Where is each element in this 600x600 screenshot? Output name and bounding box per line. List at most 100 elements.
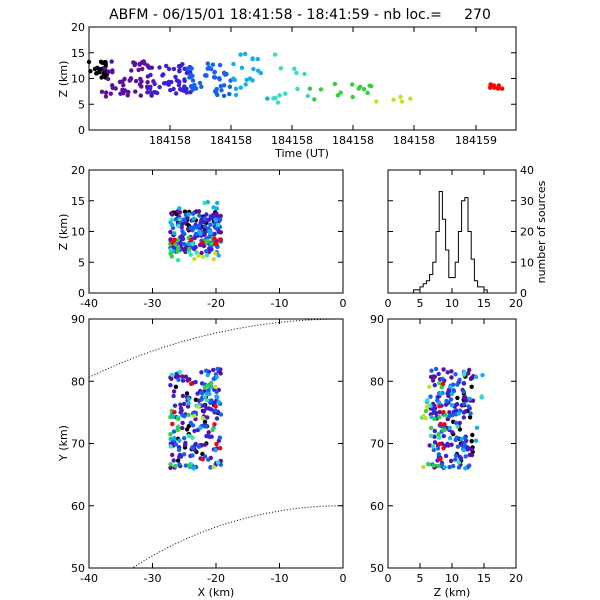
z-y-point (469, 452, 475, 458)
time-height-point (243, 51, 248, 57)
zy-y-tick-label: 90 (370, 313, 384, 326)
z-y-point (432, 374, 437, 379)
plan-view-point (205, 415, 210, 420)
time-height-point (294, 70, 299, 76)
time-height-point (272, 52, 278, 57)
zy-y-tick-label: 60 (370, 500, 384, 513)
histogram-frame (387, 169, 517, 294)
time-height-point (120, 87, 125, 93)
x-height-point (190, 211, 196, 216)
plan-view-point (183, 440, 188, 446)
time-height-point (95, 65, 100, 71)
x-height-point (196, 253, 201, 258)
x-height-point (208, 230, 214, 236)
time-height-point (233, 86, 239, 92)
time-height-point (283, 91, 288, 96)
plan-view-point (209, 407, 214, 412)
histogram-ylabel: number of sources (535, 180, 548, 283)
z-y-point (430, 444, 436, 449)
hist-x-tick-label: 15 (477, 297, 491, 310)
time-height-point (188, 73, 193, 78)
z-y-point (455, 424, 460, 429)
x-height-ylabel: Z (km) (57, 214, 70, 251)
z-y-point (433, 366, 439, 372)
z-y-point (480, 372, 485, 378)
plan-view-point (178, 454, 184, 459)
plan-view-point (213, 384, 218, 389)
z-y-point (447, 464, 452, 470)
time-height-ylabel: Z (km) (57, 61, 70, 98)
plan-view-point (215, 366, 220, 372)
time-height-point (205, 66, 210, 71)
time-height-point (153, 90, 158, 95)
time-height-point (247, 76, 253, 81)
time-height-point (214, 90, 219, 96)
time-height-point (148, 84, 153, 90)
th-x-tick-label: 184158 (210, 134, 252, 147)
z-y-point (432, 383, 437, 388)
time-height-point (227, 91, 232, 97)
xz-y-tick-label: 20 (71, 164, 85, 177)
x-height-point (170, 212, 175, 217)
time-height-point (209, 66, 214, 72)
time-height-point (202, 73, 208, 78)
z-y-point (431, 447, 436, 453)
time-height-point (131, 60, 136, 65)
plan-view-point (207, 391, 212, 397)
plan-view-point (212, 422, 217, 427)
histogram-series (413, 191, 491, 294)
plan-view-point (209, 434, 214, 439)
plan-view-point (171, 429, 177, 434)
z-y-point (441, 446, 446, 451)
x-height-point (217, 217, 223, 222)
plan-view-ylabel: Y (km) (57, 425, 70, 462)
z-y-point (449, 403, 455, 408)
x-height-point (190, 225, 195, 230)
x-height-point (186, 241, 191, 246)
hist-y-tick-label: 10 (520, 256, 534, 269)
plan-view-point (181, 401, 187, 407)
z-y-point (464, 398, 469, 403)
plan-view-point (196, 404, 201, 409)
time-height-point (218, 84, 223, 89)
x-height-point (193, 225, 199, 230)
x-height-point (202, 216, 208, 221)
xy-y-tick-label: 90 (71, 313, 85, 326)
x-height-point (204, 253, 210, 258)
hist-x-tick-label: 0 (385, 297, 392, 310)
x-height-point (190, 241, 195, 247)
time-height-point (157, 84, 162, 90)
z-y-point (421, 464, 426, 470)
x-height-point (192, 256, 197, 262)
xy-y-tick-label: 60 (71, 500, 85, 513)
axis-ticks: 0 5 10 15 20 184158 184158 184158 184158 184158 18… (71, 21, 534, 585)
time-height-point (398, 94, 403, 100)
time-height-point (258, 70, 263, 76)
time-height-point (224, 71, 229, 77)
time-height-point (222, 83, 227, 88)
time-height-point (338, 90, 343, 95)
time-height-point (136, 67, 141, 73)
z-y-point (445, 391, 450, 396)
time-height-point (117, 79, 123, 85)
plan-view-point (196, 444, 202, 449)
time-height-point (238, 85, 243, 90)
x-height-point (182, 209, 188, 214)
xy-x-tick-label: -40 (80, 572, 98, 585)
x-height-point (172, 237, 177, 242)
plan-view-point (202, 394, 207, 399)
x-height-point (193, 231, 199, 237)
plan-view-point (173, 442, 179, 447)
plan-view-point (180, 420, 185, 426)
time-height-point (103, 90, 109, 95)
z-y-point (450, 430, 455, 435)
plan-view-point (204, 398, 210, 403)
time-height-point (295, 86, 300, 92)
z-y-point (436, 452, 441, 457)
x-height-point (179, 225, 184, 230)
hist-x-tick-label: 5 (417, 297, 424, 310)
zy-x-tick-label: 10 (445, 572, 459, 585)
hist-x-tick-label: 20 (509, 297, 523, 310)
x-height-point (207, 234, 212, 239)
plan-view-point (189, 381, 194, 386)
